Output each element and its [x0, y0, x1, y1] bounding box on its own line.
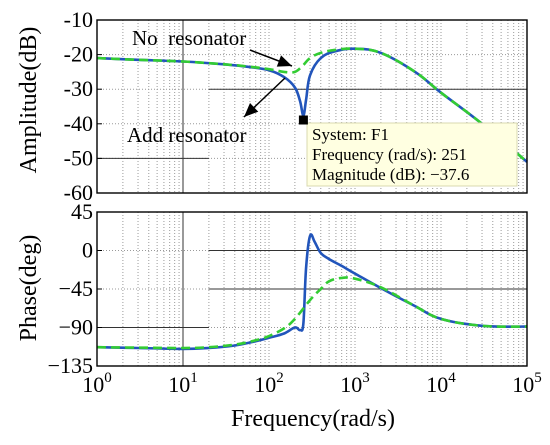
phase-y-tick-labels: 45 0 −45 −90 −135: [48, 199, 102, 378]
x-tick-base: 10: [426, 372, 448, 397]
magnitude-y-axis-title: Amplitude(dB): [16, 27, 42, 174]
magnitude-frame: [96, 19, 528, 194]
phase-y-tick-label: −90: [59, 315, 93, 340]
x-tick-labels: 100 101 102 103 104 105: [82, 370, 542, 397]
x-tick-exponent: 5: [534, 370, 542, 386]
x-tick-base: 10: [168, 372, 190, 397]
x-tick-base: 10: [512, 372, 534, 397]
phase-panel-lines: [97, 212, 527, 366]
phase-y-axis-title: Phase(deg): [16, 235, 42, 342]
x-tick-exponent: 2: [276, 370, 284, 386]
datatip: System: F1 Frequency (rad/s): 251 Magnit…: [298, 115, 518, 187]
datatip-box: [306, 122, 518, 187]
magnitude-series-no-resonator: [96, 47, 528, 163]
x-tick-label: 103: [340, 370, 370, 397]
magnitude-y-tick-label: -60: [64, 180, 93, 205]
x-tick-base: 10: [254, 372, 276, 397]
magnitude-axes-frame: [96, 19, 528, 194]
magnitude-series: [96, 47, 528, 163]
x-tick-exponent: 1: [190, 370, 198, 386]
phase-y-tick-label: 0: [82, 238, 93, 263]
datatip-magnitude: Magnitude (dB): −37.6: [312, 165, 469, 184]
datatip-frequency: Frequency (rad/s): 251: [312, 145, 467, 164]
datatip-system: System: F1: [312, 125, 389, 144]
x-axis-title: Frequency(rad/s): [231, 406, 395, 432]
magnitude-y-tick-labels: -10 -20 -30 -40 -50 -60: [64, 7, 102, 205]
datatip-marker[interactable]: [298, 115, 308, 125]
phase-series-add-resonator: [96, 233, 528, 351]
x-tick-label: 104: [426, 370, 456, 397]
no-resonator-label: No resonator: [132, 26, 246, 50]
add-resonator-label: Add resonator: [127, 123, 247, 147]
phase-y-tick-label: 45: [71, 199, 93, 224]
x-tick-exponent: 0: [104, 370, 112, 386]
phase-y-tick-label: −45: [59, 276, 93, 301]
x-tick-base: 10: [340, 372, 362, 397]
no-resonator-arrow-head: [276, 55, 292, 67]
magnitude-y-tick-label: -30: [64, 76, 93, 101]
x-tick-exponent: 3: [362, 370, 370, 386]
x-tick-base: 10: [82, 372, 104, 397]
x-tick-exponent: 4: [448, 370, 456, 386]
x-tick-label: 101: [168, 370, 198, 397]
magnitude-y-tick-label: -10: [64, 7, 93, 32]
phase-series-no-resonator: [96, 276, 528, 350]
magnitude-y-tick-label: -20: [64, 42, 93, 67]
x-tick-label: 102: [254, 370, 284, 397]
x-tick-label: 100: [82, 370, 112, 397]
phase-series: [96, 233, 528, 351]
magnitude-panel-lines: [97, 20, 527, 193]
phase-y-tick-label: −135: [48, 353, 93, 378]
magnitude-y-tick-label: -40: [64, 111, 93, 136]
annotation-arrows: [243, 49, 293, 118]
add-resonator-arrow-head: [244, 103, 259, 117]
x-tick-label: 105: [512, 370, 542, 397]
magnitude-y-tick-label: -50: [64, 145, 93, 170]
